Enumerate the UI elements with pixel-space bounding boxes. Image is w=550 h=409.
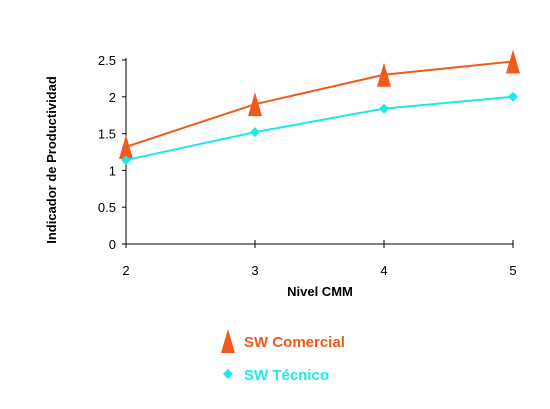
x-axis-title: Nivel CMM	[287, 284, 353, 299]
data-point-sw-comercial	[506, 49, 520, 74]
y-tick-label: 1	[109, 163, 116, 178]
y-tick-labels: 0 0.5 1 1.5 2 2.5	[98, 53, 116, 252]
y-tick-label: 2	[109, 90, 116, 105]
y-tick-label: 1.5	[98, 127, 116, 142]
data-point-sw-tecnico	[508, 91, 518, 102]
legend-label-sw-tecnico: SW Técnico	[244, 367, 329, 384]
y-tick-label: 0.5	[98, 200, 116, 215]
legend-marker-sw-tecnico	[223, 369, 233, 379]
series-line-sw-comercial	[125, 60, 514, 148]
legend-marker-sw-comercial	[221, 329, 235, 353]
data-point-sw-tecnico	[121, 155, 131, 166]
y-tick-label: 2.5	[98, 53, 116, 68]
data-point-sw-tecnico	[250, 127, 260, 138]
y-axis-title: Indicador de Productividad	[44, 76, 59, 244]
x-tick-label: 2	[122, 263, 129, 278]
legend-label-sw-comercial: SW Comercial	[244, 334, 345, 351]
data-point-sw-comercial	[119, 134, 133, 159]
data-point-sw-comercial	[377, 62, 391, 87]
data-point-sw-comercial	[248, 92, 262, 117]
x-tick-label: 5	[509, 263, 516, 278]
x-tick-label: 3	[251, 263, 258, 278]
series-group	[119, 49, 520, 166]
x-tick-label: 4	[380, 263, 387, 278]
axes	[122, 58, 514, 248]
series-line-sw-tecnico	[125, 95, 514, 162]
y-tick-label: 0	[109, 237, 116, 252]
x-tick-labels: 2 3 4 5	[122, 263, 516, 278]
legend: SW Comercial SW Técnico	[221, 329, 345, 384]
data-point-sw-tecnico	[379, 103, 389, 114]
